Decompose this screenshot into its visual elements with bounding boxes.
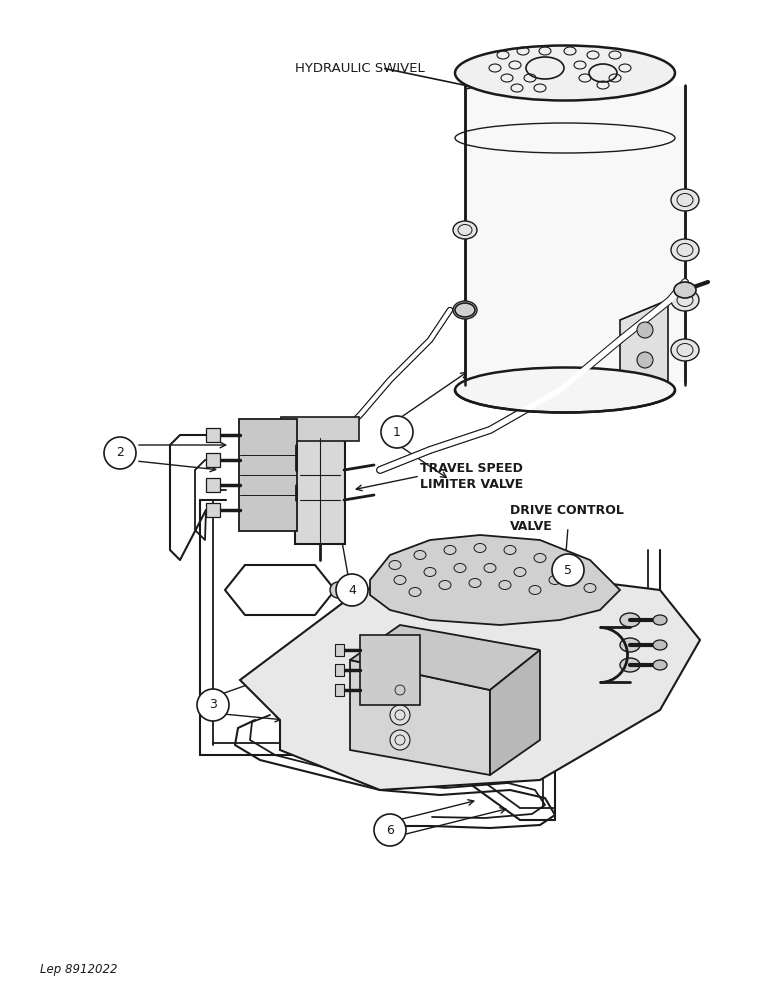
FancyBboxPatch shape — [335, 644, 344, 656]
FancyBboxPatch shape — [335, 684, 344, 696]
Text: VALVE: VALVE — [510, 520, 553, 534]
Polygon shape — [350, 660, 490, 775]
Circle shape — [374, 814, 406, 846]
Circle shape — [381, 416, 413, 448]
FancyBboxPatch shape — [206, 428, 220, 442]
Ellipse shape — [455, 367, 675, 412]
Ellipse shape — [620, 658, 640, 672]
Text: 3: 3 — [209, 698, 217, 712]
Circle shape — [390, 730, 410, 750]
FancyBboxPatch shape — [335, 664, 344, 676]
Circle shape — [637, 322, 653, 338]
Ellipse shape — [674, 282, 696, 298]
FancyBboxPatch shape — [206, 478, 220, 492]
Text: DRIVE CONTROL: DRIVE CONTROL — [510, 504, 624, 516]
Ellipse shape — [671, 239, 699, 261]
Polygon shape — [370, 535, 620, 625]
Circle shape — [390, 680, 410, 700]
Polygon shape — [490, 650, 540, 775]
Text: TRAVEL SPEED: TRAVEL SPEED — [420, 462, 523, 475]
Polygon shape — [240, 570, 700, 790]
Ellipse shape — [671, 339, 699, 361]
FancyBboxPatch shape — [295, 437, 345, 544]
Ellipse shape — [453, 301, 477, 319]
Circle shape — [197, 689, 229, 721]
Text: 2: 2 — [116, 446, 124, 460]
Ellipse shape — [653, 640, 667, 650]
Ellipse shape — [653, 615, 667, 625]
Circle shape — [104, 437, 136, 469]
FancyBboxPatch shape — [465, 86, 685, 382]
Polygon shape — [620, 300, 668, 385]
Polygon shape — [350, 625, 540, 690]
Circle shape — [637, 352, 653, 368]
FancyBboxPatch shape — [206, 453, 220, 467]
Text: LIMITER VALVE: LIMITER VALVE — [420, 479, 523, 491]
Ellipse shape — [671, 189, 699, 211]
Polygon shape — [360, 635, 420, 705]
FancyBboxPatch shape — [239, 419, 297, 531]
FancyBboxPatch shape — [206, 503, 220, 517]
Ellipse shape — [620, 613, 640, 627]
Ellipse shape — [671, 289, 699, 311]
Circle shape — [336, 574, 368, 606]
Ellipse shape — [653, 660, 667, 670]
Ellipse shape — [455, 303, 475, 317]
Text: Lep 8912022: Lep 8912022 — [40, 964, 117, 976]
Text: 4: 4 — [348, 584, 356, 596]
Circle shape — [390, 705, 410, 725]
Text: 6: 6 — [386, 824, 394, 836]
Ellipse shape — [453, 221, 477, 239]
Ellipse shape — [620, 638, 640, 652]
Text: HYDRAULIC SWIVEL: HYDRAULIC SWIVEL — [295, 62, 425, 75]
Circle shape — [330, 582, 346, 598]
Text: 5: 5 — [564, 564, 572, 576]
Ellipse shape — [455, 45, 675, 101]
FancyBboxPatch shape — [281, 417, 359, 441]
Circle shape — [552, 554, 584, 586]
Text: 1: 1 — [393, 426, 401, 438]
